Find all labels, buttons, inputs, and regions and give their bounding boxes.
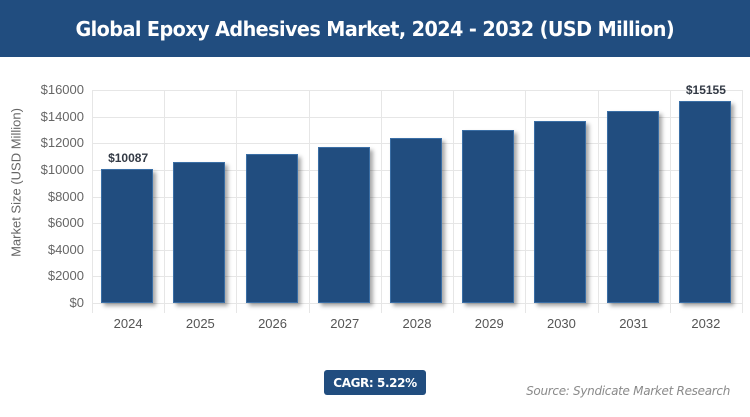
bar-2030 bbox=[534, 120, 587, 303]
gridline-horizontal bbox=[92, 303, 742, 304]
y-tick-label: $16000 bbox=[40, 82, 84, 97]
gridline-vertical bbox=[380, 90, 382, 313]
bar-2024 bbox=[101, 168, 154, 303]
y-tick-label: $14000 bbox=[40, 108, 84, 124]
bar-2026 bbox=[245, 154, 298, 303]
gridline-vertical bbox=[453, 90, 455, 313]
gridline-vertical bbox=[308, 90, 310, 313]
gridline-horizontal bbox=[92, 90, 742, 91]
x-tick-label: 2032 bbox=[691, 316, 721, 331]
title-bar: Global Epoxy Adhesives Market, 2024 - 20… bbox=[0, 0, 750, 57]
bar-2027 bbox=[317, 146, 370, 303]
x-tick-label: 2029 bbox=[474, 316, 504, 331]
y-tick-label: $8000 bbox=[47, 188, 84, 204]
gridline-vertical bbox=[92, 90, 93, 313]
gridline-vertical bbox=[597, 90, 599, 313]
y-tick-label: $10000 bbox=[40, 161, 84, 177]
y-tick-label: $12000 bbox=[40, 135, 84, 151]
gridline-horizontal bbox=[92, 116, 742, 118]
chart-area: Market Size (USD Million) $0 $2000 $4000 $6… bbox=[8, 82, 743, 331]
x-tick-label: 2027 bbox=[330, 316, 360, 331]
gridline-vertical bbox=[236, 90, 238, 313]
gridline-vertical bbox=[742, 90, 743, 313]
x-tick-label: 2025 bbox=[185, 316, 215, 331]
bar-2031 bbox=[606, 111, 659, 303]
gridline-vertical bbox=[669, 90, 671, 313]
source-note: Source: Syndicate Market Research bbox=[526, 384, 730, 398]
bar-2032 bbox=[678, 101, 731, 303]
bar-value-label: $15155 bbox=[685, 83, 726, 98]
bar-2025 bbox=[173, 161, 226, 303]
x-tick-label: 2026 bbox=[258, 316, 287, 331]
x-tick-label: 2028 bbox=[402, 316, 432, 331]
y-axis-label: Market Size (USD Million) bbox=[8, 108, 24, 257]
gridline-vertical bbox=[525, 90, 527, 313]
y-tick-label: $2000 bbox=[47, 268, 84, 284]
cagr-badge: CAGR: 5.22% bbox=[324, 370, 426, 395]
y-tick-label: $4000 bbox=[47, 241, 84, 257]
x-tick-label: 2031 bbox=[619, 316, 649, 331]
x-tick-label: 2030 bbox=[546, 316, 576, 331]
y-tick-label: $6000 bbox=[47, 215, 84, 231]
bar-2028 bbox=[390, 138, 442, 303]
y-tick-label: $0 bbox=[69, 295, 84, 310]
chart-title: Global Epoxy Adhesives Market, 2024 - 20… bbox=[75, 16, 675, 41]
bar-value-label: $10087 bbox=[108, 150, 149, 165]
bar-2029 bbox=[462, 129, 515, 303]
gridline-vertical bbox=[164, 90, 166, 313]
x-tick-label: 2024 bbox=[113, 316, 143, 331]
